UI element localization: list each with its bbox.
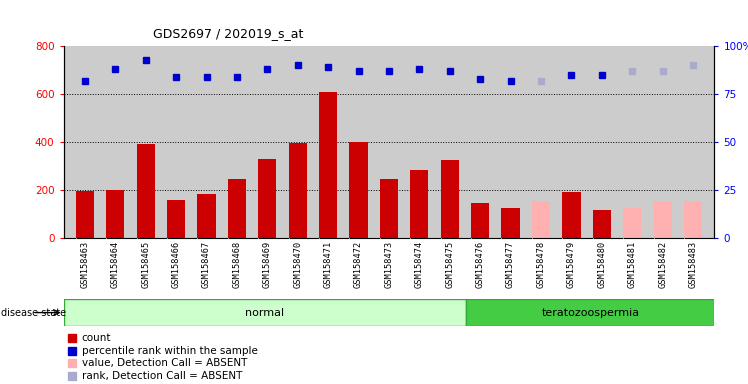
Text: GSM158465: GSM158465	[141, 241, 150, 288]
Bar	[197, 194, 215, 238]
Bar	[258, 159, 277, 238]
Bar	[349, 142, 368, 238]
Text: GSM158469: GSM158469	[263, 241, 272, 288]
Text: rank, Detection Call = ABSENT: rank, Detection Call = ABSENT	[82, 371, 242, 381]
Bar	[289, 143, 307, 238]
Text: GSM158474: GSM158474	[415, 241, 424, 288]
Text: GSM158483: GSM158483	[689, 241, 698, 288]
Bar	[684, 201, 702, 238]
Text: GSM158468: GSM158468	[233, 241, 242, 288]
Bar	[137, 144, 155, 238]
Bar	[532, 201, 550, 238]
Text: GSM158471: GSM158471	[324, 241, 333, 288]
Text: percentile rank within the sample: percentile rank within the sample	[82, 346, 257, 356]
Bar	[319, 92, 337, 238]
Bar	[228, 179, 246, 238]
Text: GSM158464: GSM158464	[111, 241, 120, 288]
Bar	[623, 208, 641, 238]
Text: GSM158473: GSM158473	[384, 241, 393, 288]
Text: count: count	[82, 333, 111, 343]
Text: disease state: disease state	[1, 308, 66, 318]
Text: GSM158479: GSM158479	[567, 241, 576, 288]
Text: teratozoospermia: teratozoospermia	[542, 308, 640, 318]
Bar	[501, 208, 520, 238]
Bar	[76, 191, 94, 238]
Text: GSM158475: GSM158475	[445, 241, 454, 288]
Text: value, Detection Call = ABSENT: value, Detection Call = ABSENT	[82, 358, 247, 368]
Text: GSM158463: GSM158463	[80, 241, 89, 288]
Bar	[654, 201, 672, 238]
Bar	[592, 210, 611, 238]
Bar	[562, 192, 580, 238]
Text: GSM158482: GSM158482	[658, 241, 667, 288]
Text: GSM158476: GSM158476	[476, 241, 485, 288]
Bar	[106, 190, 124, 238]
Text: normal: normal	[245, 308, 284, 318]
Text: GSM158478: GSM158478	[536, 241, 545, 288]
Bar	[441, 160, 459, 238]
Text: GSM158480: GSM158480	[598, 241, 607, 288]
Text: GSM158472: GSM158472	[354, 241, 363, 288]
Text: GDS2697 / 202019_s_at: GDS2697 / 202019_s_at	[153, 27, 304, 40]
Bar	[467, 299, 714, 326]
Bar	[410, 170, 429, 238]
Bar	[167, 200, 186, 238]
Text: GSM158481: GSM158481	[628, 241, 637, 288]
Text: GSM158477: GSM158477	[506, 241, 515, 288]
Text: GSM158466: GSM158466	[171, 241, 180, 288]
Bar	[471, 203, 489, 238]
Bar	[380, 179, 398, 238]
Text: GSM158467: GSM158467	[202, 241, 211, 288]
Text: GSM158470: GSM158470	[293, 241, 302, 288]
Bar	[64, 299, 467, 326]
